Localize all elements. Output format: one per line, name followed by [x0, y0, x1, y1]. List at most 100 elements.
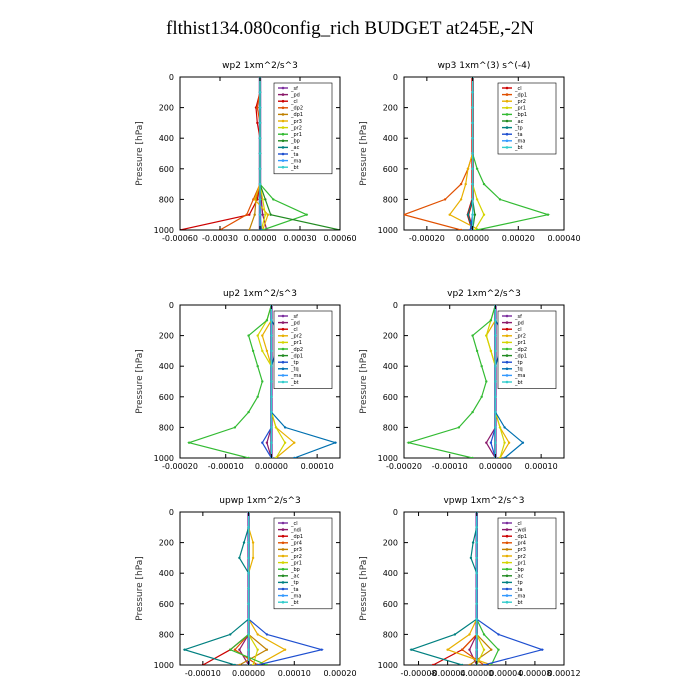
y-tick-label: 1000	[378, 226, 398, 235]
data-point	[270, 395, 273, 398]
data-point	[494, 365, 497, 368]
legend-label: _pr1	[514, 106, 526, 112]
data-point	[270, 426, 273, 429]
legend-label: _pr3	[514, 547, 526, 553]
data-point	[233, 426, 237, 429]
data-point	[256, 121, 259, 125]
x-tick-label: -0.00010	[432, 462, 468, 471]
legend-marker	[281, 594, 285, 597]
legend-label: _ac	[290, 574, 300, 580]
legend-label: _ma	[290, 158, 301, 164]
data-point	[541, 648, 544, 651]
data-point	[258, 198, 262, 201]
x-tick-label: -0.00004	[430, 669, 466, 678]
y-tick-label: 600	[159, 600, 174, 609]
data-point	[480, 365, 483, 368]
data-point	[485, 441, 488, 444]
y-tick-label: 800	[383, 195, 398, 204]
data-point	[457, 426, 461, 429]
legend-marker	[281, 534, 285, 538]
legend-marker	[281, 334, 285, 338]
data-point	[261, 198, 264, 201]
data-point	[233, 648, 237, 651]
data-point	[482, 648, 486, 651]
x-tick-label: 0.00000	[232, 669, 265, 678]
data-point	[247, 572, 250, 575]
legend-marker	[281, 360, 285, 364]
data-point	[248, 213, 251, 216]
y-tick-label: 0	[393, 508, 398, 517]
legend-marker	[281, 86, 285, 90]
data-point	[489, 349, 493, 353]
panel-1: 0 200 400 600 800 1000-0.00060 -0.00030 0.00000…	[135, 61, 357, 243]
data-point	[475, 617, 478, 621]
legend: _cl_wdi_dp1_pr4_pr3_pr2_pr1_bp_ac_tp_ta_…	[497, 517, 557, 610]
data-point	[258, 152, 262, 155]
data-point	[475, 349, 479, 353]
data-point	[471, 334, 474, 337]
panel-4: 0 200 400 600 800 1000-0.00020 -0.00010 0.00000…	[359, 289, 565, 471]
legend-label: _tp	[514, 580, 523, 586]
y-tick-label: 200	[383, 332, 398, 341]
data-point	[468, 648, 471, 651]
data-point	[251, 349, 255, 353]
legend-marker	[505, 139, 509, 143]
data-point	[461, 648, 464, 651]
data-point	[461, 663, 464, 665]
data-point	[320, 648, 323, 651]
data-point	[253, 213, 256, 216]
data-point	[475, 633, 478, 636]
y-axis-label: Pressure [hPa]	[359, 349, 369, 414]
legend-label: _ma	[514, 373, 525, 379]
data-point	[251, 556, 255, 560]
page-title: flthist134.080config_rich BUDGET at245E,…	[166, 18, 534, 39]
data-point	[247, 334, 250, 337]
x-tick-label: 0.00010	[301, 462, 334, 471]
data-point	[498, 426, 502, 429]
legend-label: _sf	[514, 314, 522, 320]
data-point	[245, 213, 248, 216]
data-point	[265, 663, 269, 665]
data-point	[247, 617, 250, 621]
data-point	[473, 228, 477, 230]
x-tick-label: -0.00060	[162, 234, 198, 243]
legend-marker	[281, 561, 285, 564]
data-point	[453, 633, 457, 636]
legend-marker	[505, 594, 509, 597]
data-point	[238, 648, 241, 651]
legend-label: _sf	[290, 314, 298, 320]
series-group	[406, 305, 525, 458]
legend-label: _dp1	[514, 92, 527, 98]
data-point	[475, 541, 478, 544]
y-tick-label: 200	[159, 332, 174, 341]
y-tick-label: 400	[159, 569, 174, 578]
legend-marker	[505, 321, 509, 324]
data-point	[521, 441, 525, 444]
legend-label: _pr2	[290, 334, 302, 340]
data-point	[265, 648, 269, 651]
data-point	[546, 213, 550, 216]
legend-marker	[505, 86, 509, 90]
panel-title: upwp 1xm^2/s^3	[219, 496, 300, 506]
y-tick-label: 200	[159, 539, 174, 548]
legend-marker	[505, 574, 509, 578]
legend-marker	[505, 132, 509, 136]
legend-marker	[505, 380, 509, 384]
data-point	[238, 663, 241, 665]
data-point	[485, 380, 488, 383]
data-point	[256, 633, 259, 636]
x-tick-label: -0.00008	[401, 669, 437, 678]
y-tick-label: 1000	[154, 226, 174, 235]
legend-label: _pr4	[514, 541, 526, 547]
y-tick-label: 800	[159, 195, 174, 204]
legend-marker	[281, 119, 285, 123]
legend-label: _pr1	[290, 340, 302, 346]
data-point	[410, 648, 413, 651]
legend-marker	[505, 334, 509, 338]
data-point	[471, 137, 474, 140]
data-point	[247, 556, 250, 560]
data-point	[503, 456, 506, 458]
legend-marker	[281, 367, 285, 371]
y-tick-label: 600	[383, 393, 398, 402]
data-point	[459, 182, 463, 186]
